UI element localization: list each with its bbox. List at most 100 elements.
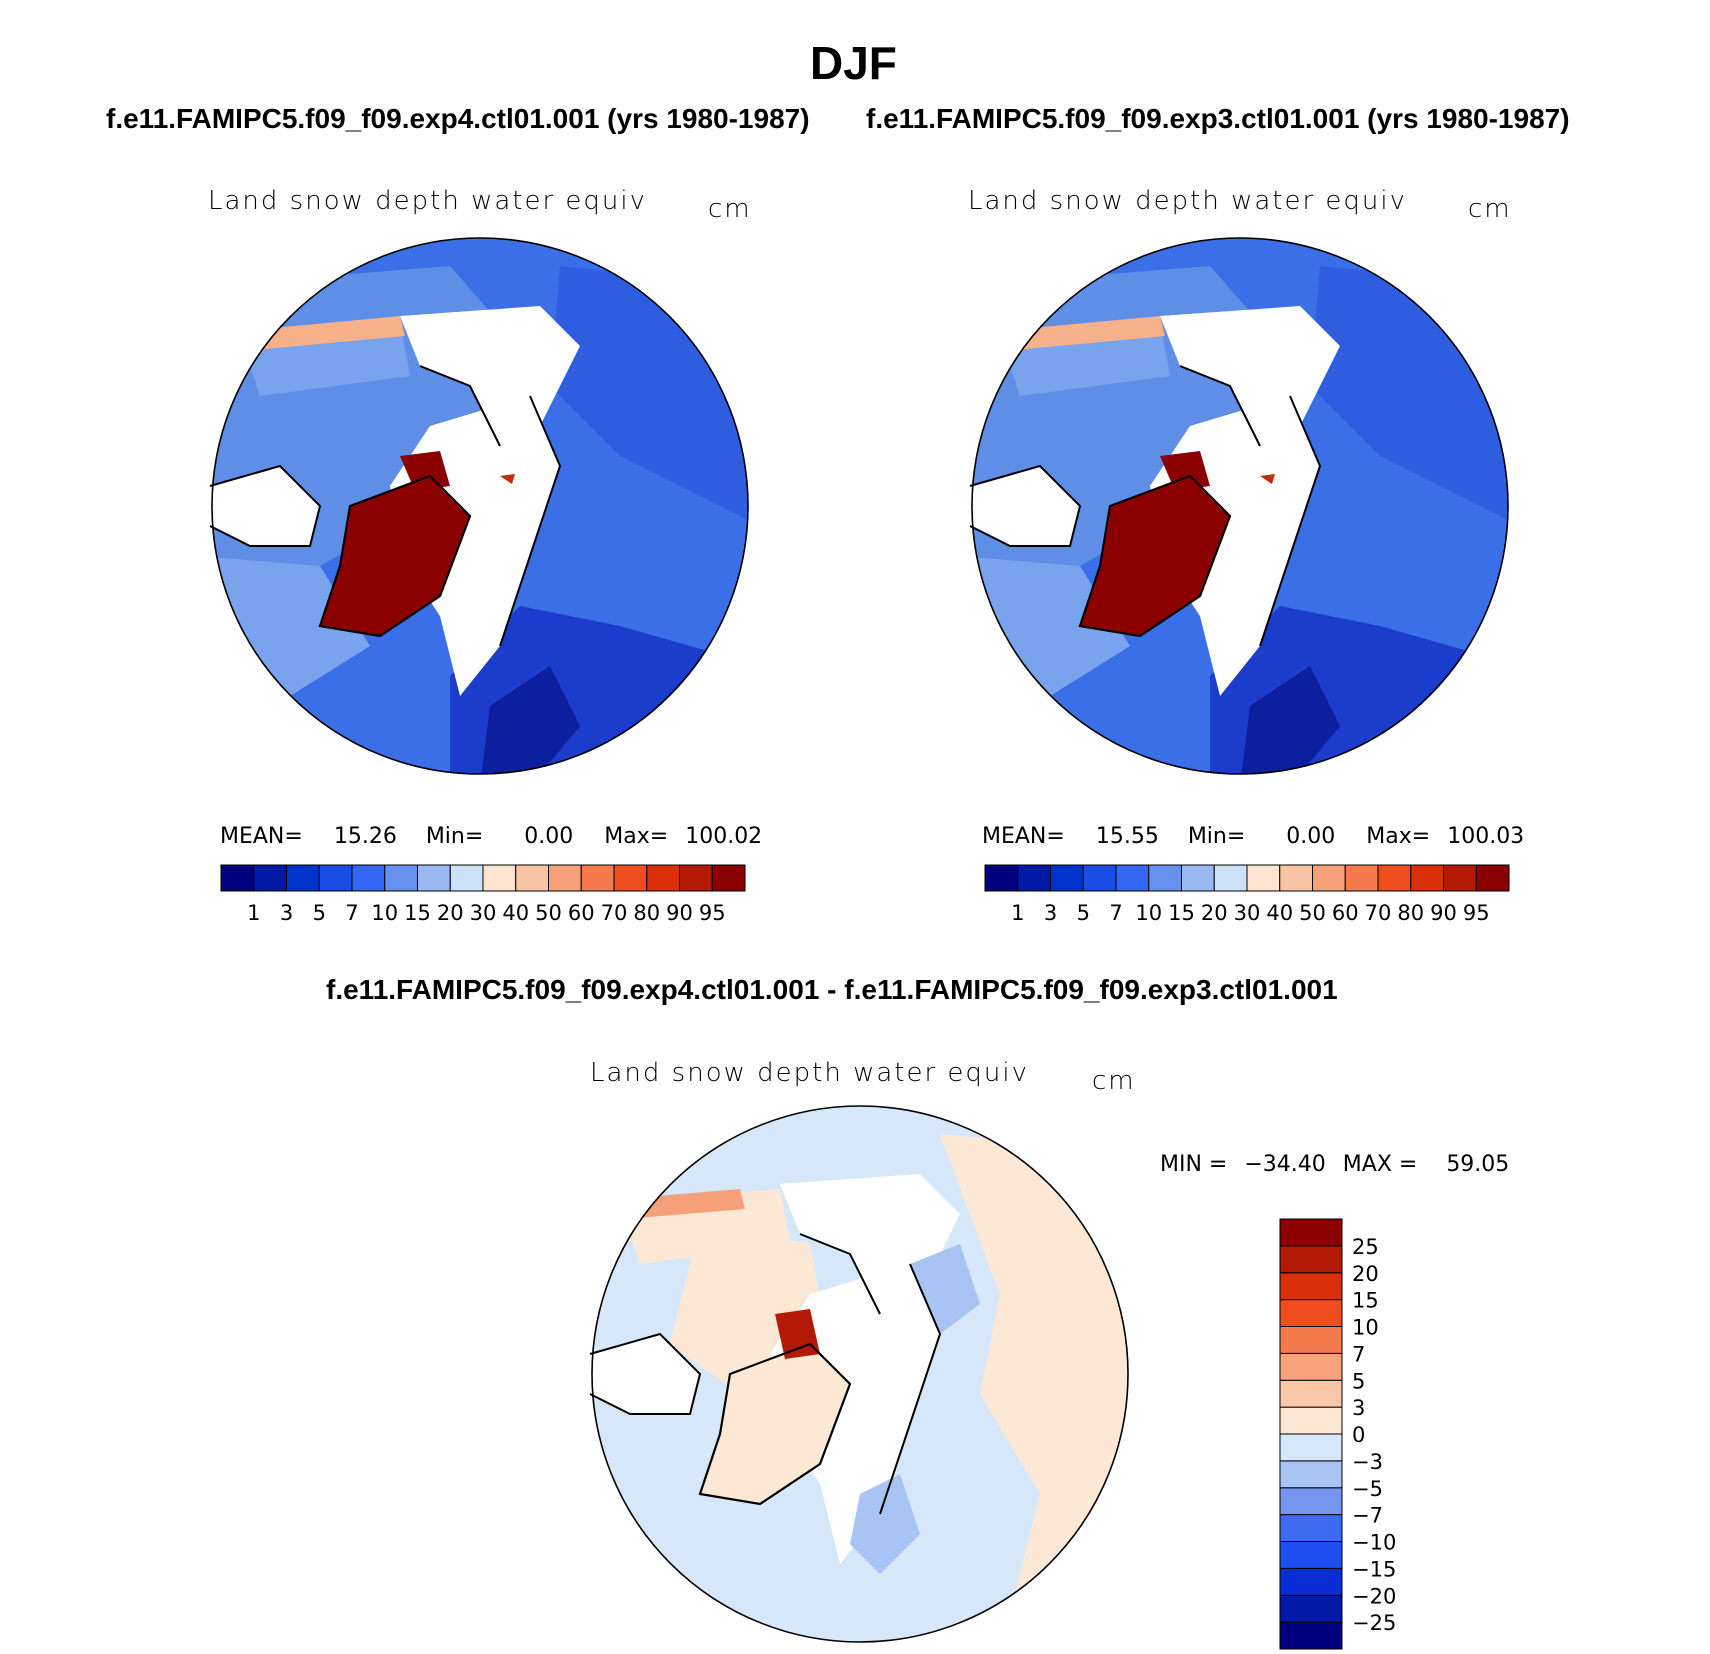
diff-colorbar-swatch — [1279, 1299, 1343, 1327]
diff-max-value: 59.05 — [1446, 1152, 1510, 1177]
diff-colorbar-tick-label: −10 — [1352, 1531, 1396, 1555]
right-mean-value: 15.55 — [1095, 824, 1159, 849]
left-polar-map — [209, 237, 749, 775]
left-colorbar-swatch — [679, 864, 713, 892]
diff-colorbar-tick-label: 3 — [1352, 1396, 1365, 1420]
left-colorbar-swatch — [286, 864, 320, 892]
right-colorbar-tick-label: 20 — [1201, 901, 1228, 925]
diff-colorbar-swatch — [1279, 1379, 1343, 1408]
diff-title: f.e11.FAMIPC5.f09_f09.exp4.ctl01.001 - f… — [326, 974, 1338, 1005]
diff-colorbar-tick-label: 7 — [1352, 1342, 1365, 1366]
left-colorbar-tick-label: 30 — [470, 901, 497, 925]
right-colorbar-swatch — [1344, 864, 1379, 892]
diff-colorbar-tick-label: 25 — [1352, 1235, 1379, 1259]
right-colorbar-tick-label: 80 — [1397, 901, 1424, 925]
right-max-value: 100.03 — [1447, 824, 1525, 849]
diff-colorbar-swatch — [1279, 1433, 1343, 1462]
right-colorbar-swatch — [1443, 864, 1477, 892]
left-colorbar — [220, 864, 746, 892]
right-colorbar-swatch — [1213, 864, 1248, 892]
left-colorbar-tick-label: 50 — [535, 901, 562, 925]
right-colorbar-tick-label: 40 — [1266, 901, 1293, 925]
left-colorbar-tick-label: 95 — [699, 901, 726, 925]
right-colorbar — [984, 864, 1510, 892]
diff-colorbar-labels: 25 20 15 107 5 3 0 −3 −5 −7 −10−15 −20 −25 — [1352, 1235, 1396, 1635]
right-stats: MEAN= 15.55 Min= 0.00 Max= 100.03 — [982, 824, 1524, 849]
diff-colorbar-swatch — [1279, 1352, 1343, 1381]
left-colorbar-swatch — [449, 864, 484, 892]
diff-colorbar-tick-label: 15 — [1352, 1289, 1379, 1313]
diff-colorbar-swatch — [1279, 1406, 1343, 1435]
left-colorbar-tick-label: 70 — [601, 901, 628, 925]
right-colorbar-tick-label: 7 — [1109, 901, 1122, 925]
right-colorbar-tick-label: 30 — [1234, 901, 1261, 925]
left-colorbar-swatch — [580, 864, 615, 892]
right-variable-label: Land snow depth water equiv — [968, 186, 1407, 216]
right-colorbar-tick-label: 70 — [1365, 901, 1392, 925]
right-colorbar-swatch — [1410, 864, 1444, 892]
right-polar-map — [969, 237, 1509, 775]
season-title: DJF — [810, 37, 897, 89]
left-colorbar-tick-label: 20 — [437, 901, 464, 925]
diff-min-value: −34.40 — [1244, 1152, 1326, 1177]
diff-colorbar-tick-label: 0 — [1352, 1423, 1365, 1447]
diff-units-label: cm — [1092, 1066, 1136, 1096]
diff-colorbar-swatch — [1279, 1218, 1343, 1247]
left-max-value: 100.02 — [685, 824, 763, 849]
left-min-value: 0.00 — [524, 824, 574, 849]
right-colorbar-swatch — [1475, 864, 1510, 892]
left-mean-value: 15.26 — [333, 824, 397, 849]
left-colorbar-swatch — [220, 864, 255, 892]
diff-minmax: MIN = −34.40 MAX = 59.05 — [1160, 1152, 1509, 1177]
left-min-label: Min= — [425, 824, 484, 849]
diff-colorbar-tick-label: −7 — [1352, 1504, 1383, 1528]
left-colorbar-swatch — [384, 864, 418, 892]
left-variable-label: Land snow depth water equiv — [208, 186, 647, 216]
diff-colorbar-swatch — [1279, 1541, 1343, 1569]
diff-colorbar-tick-label: 10 — [1352, 1316, 1379, 1340]
diff-colorbar-swatch — [1279, 1594, 1343, 1623]
left-colorbar-labels: 1 3 5 7 10 15 20 30 40 50 60 70 80 90 95 — [247, 901, 726, 925]
right-colorbar-tick-label: 60 — [1332, 901, 1359, 925]
left-colorbar-tick-label: 3 — [280, 901, 293, 925]
left-colorbar-swatch — [548, 864, 582, 892]
diff-colorbar-swatch — [1279, 1326, 1343, 1354]
left-colorbar-tick-label: 90 — [666, 901, 693, 925]
left-colorbar-tick-label: 1 — [247, 901, 260, 925]
left-stats: MEAN= 15.26 Min= 0.00 Max= 100.02 — [220, 824, 762, 849]
diff-colorbar-swatch — [1279, 1514, 1343, 1542]
diff-colorbar-tick-label: 20 — [1352, 1262, 1379, 1286]
left-colorbar-tick-label: 15 — [404, 901, 431, 925]
right-colorbar-swatch — [1050, 864, 1084, 892]
right-colorbar-tick-label: 15 — [1168, 901, 1195, 925]
left-colorbar-tick-label: 10 — [371, 901, 398, 925]
right-colorbar-tick-label: 95 — [1463, 901, 1490, 925]
left-mean-label: MEAN= — [220, 824, 303, 849]
diff-min-label: MIN = — [1160, 1152, 1228, 1177]
diff-variable-label: Land snow depth water equiv — [590, 1058, 1029, 1088]
right-min-value: 0.00 — [1286, 824, 1336, 849]
diff-colorbar-swatch — [1279, 1460, 1343, 1489]
right-colorbar-swatch — [1246, 864, 1281, 892]
diff-colorbar-tick-label: −3 — [1352, 1450, 1383, 1474]
right-colorbar-swatch — [1181, 864, 1215, 892]
diff-polar-map — [589, 1105, 1129, 1643]
right-colorbar-swatch — [1115, 864, 1150, 892]
left-colorbar-tick-label: 60 — [568, 901, 595, 925]
left-colorbar-swatch — [253, 864, 287, 892]
diff-colorbar-tick-label: −20 — [1352, 1584, 1396, 1608]
left-colorbar-tick-label: 80 — [633, 901, 660, 925]
right-max-label: Max= — [1366, 824, 1431, 849]
diff-colorbar-tick-label: −5 — [1352, 1477, 1383, 1501]
diff-colorbar-tick-label: −15 — [1352, 1557, 1396, 1581]
right-colorbar-swatch — [1312, 864, 1346, 892]
right-colorbar-labels: 1 3 5 7 10 15 20 30 40 50 60 70 80 90 95 — [1011, 901, 1490, 925]
left-colorbar-tick-label: 7 — [345, 901, 358, 925]
left-colorbar-tick-label: 40 — [502, 901, 529, 925]
right-mean-label: MEAN= — [982, 824, 1065, 849]
diff-colorbar-swatch — [1279, 1487, 1343, 1516]
right-colorbar-swatch — [1082, 864, 1117, 892]
right-colorbar-swatch — [1377, 864, 1412, 892]
right-case-title: f.e11.FAMIPC5.f09_f09.exp3.ctl01.001 (yr… — [866, 103, 1570, 134]
diff-colorbar-swatch — [1279, 1245, 1343, 1274]
